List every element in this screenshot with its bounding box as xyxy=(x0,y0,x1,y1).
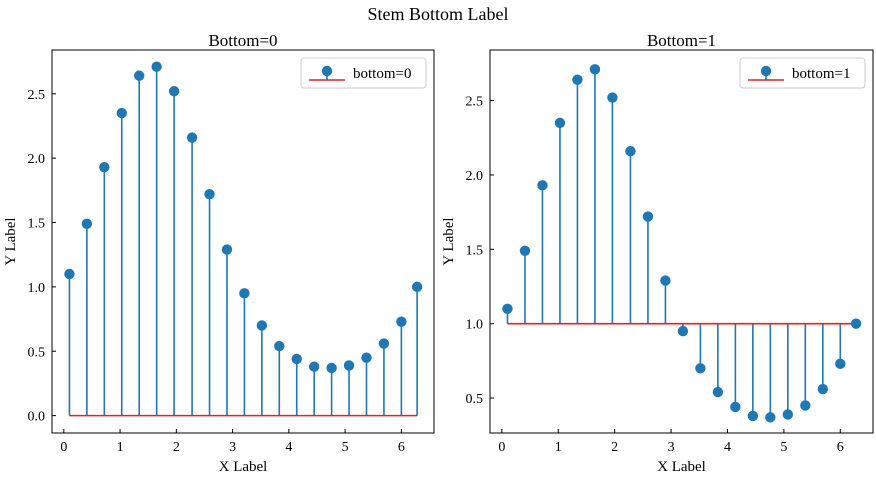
panel-2-stem-marker xyxy=(572,74,583,85)
panel-1-y-tick-label: 0.0 xyxy=(28,410,46,425)
panel-1-legend: bottom=0 xyxy=(300,57,427,89)
panel-1-stem-marker xyxy=(291,353,302,365)
panel-2-stem-marker xyxy=(660,275,671,286)
panel-1-stem-marker xyxy=(151,61,162,72)
panel-1-stem-marker xyxy=(239,288,250,299)
panel-2-stem-marker xyxy=(835,358,846,370)
panel-2-axes-frame xyxy=(489,49,874,434)
panel-1-x-tick-label: 5 xyxy=(342,440,349,455)
panel-1-stem-marker xyxy=(361,352,372,363)
panel-2-stem-marker xyxy=(625,145,636,157)
panel-2-x-tick-label: 4 xyxy=(724,440,731,455)
panel-2-stem-marker xyxy=(607,92,618,103)
panel-2-stem-marker xyxy=(800,400,811,411)
panel-1-stem-marker xyxy=(64,268,75,280)
panel-1-stem-marker xyxy=(221,244,233,255)
panel-2-stem-marker xyxy=(730,401,741,413)
panel-1-stem-marker xyxy=(308,361,320,372)
panel-2-legend: bottom=1 xyxy=(739,57,866,89)
panel-1-x-tick-label: 6 xyxy=(398,440,405,455)
panel-2-y-tick-label: 0.5 xyxy=(466,392,484,407)
panel-2-y-axis-label: Y Label xyxy=(441,217,457,265)
panel-1-stem-marker xyxy=(274,340,285,352)
panel-1-stem-marker xyxy=(326,362,337,374)
panel-1-stem-marker xyxy=(378,338,390,349)
panel-1-x-tick-label: 2 xyxy=(173,440,180,455)
panel-2-stem-marker xyxy=(554,117,566,129)
panel-2-x-tick-label: 5 xyxy=(780,440,787,455)
panel-1-legend-label: bottom=0 xyxy=(353,66,411,82)
panel-1-x-tick-label: 1 xyxy=(117,440,124,455)
panel-2-stem-marker xyxy=(747,410,759,422)
panel-2-stem-marker xyxy=(677,325,689,337)
panel-2-x-tick-label: 3 xyxy=(668,440,675,455)
panel-1-x-axis-label: X Label xyxy=(219,459,268,475)
panel-1-stem-marker xyxy=(168,85,180,97)
panel-1-y-tick-label: 2.0 xyxy=(28,152,46,167)
panel-1-x-tick-label: 3 xyxy=(229,440,236,455)
panel-1-y-tick-label: 0.5 xyxy=(28,345,46,360)
panel-2-stem-marker xyxy=(519,245,531,256)
panel-2-y-tick-label: 2.0 xyxy=(466,169,484,184)
panel-2-stem-marker xyxy=(817,383,828,395)
panel-2-y-tick-label: 1.5 xyxy=(466,243,484,258)
panel-1-x-tick-label: 0 xyxy=(60,440,67,455)
panel-2-stem-marker xyxy=(782,409,794,420)
panel-2: Bottom=1 0 1 2 3 4 5 6 0.5 1.0 1.5 2.0 2.5 X Label Y L… xyxy=(441,31,874,475)
panel-2-stem-marker xyxy=(695,363,706,374)
panel-1-stem-marker xyxy=(396,316,407,327)
panel-1-x-tick-label: 4 xyxy=(285,440,292,455)
panel-2-x-tick-label: 1 xyxy=(555,440,562,455)
panel-1-y-tick-label: 1.5 xyxy=(28,217,46,232)
panel-1-legend-marker-swatch xyxy=(321,65,333,77)
panel-1-stem-marker xyxy=(116,107,127,119)
panel-1-stem-marker xyxy=(411,281,423,293)
panel-1-stem-marker xyxy=(204,188,215,200)
panel-2-stem-marker xyxy=(765,412,776,423)
panel-1-stem-marker xyxy=(81,218,93,229)
panel-2-legend-label: bottom=1 xyxy=(792,66,850,82)
panel-1-title: Bottom=0 xyxy=(208,31,277,50)
panel-1-stem-marker xyxy=(343,360,355,371)
panel-2-legend-marker-swatch xyxy=(760,65,772,77)
panel-2-x-axis-label: X Label xyxy=(657,459,706,475)
panel-2-y-tick-label: 1.0 xyxy=(466,318,484,333)
panel-2-title: Bottom=1 xyxy=(647,31,716,50)
panel-2-stem-marker xyxy=(537,180,548,191)
panel-1-y-axis-label: Y Label xyxy=(3,217,19,265)
panel-1-stem-marker xyxy=(99,161,110,173)
panel-2-stem-marker xyxy=(642,211,654,222)
panel-2-stem-marker xyxy=(589,64,601,75)
panel-1-axes-frame xyxy=(51,49,435,434)
panel-1-stem-marker xyxy=(186,132,198,143)
panel-2-stem-marker xyxy=(712,386,724,398)
panel-1-y-tick-label: 1.0 xyxy=(28,281,46,296)
panel-2-stem-marker xyxy=(502,303,513,315)
panel-1-stem-marker xyxy=(134,70,145,81)
panel-2-x-tick-label: 6 xyxy=(837,440,844,455)
panel-2-x-tick-label: 0 xyxy=(498,440,505,455)
panel-1-y-tick-label: 2.5 xyxy=(28,88,46,103)
panel-2-stem-marker xyxy=(850,318,862,329)
figure-title: Stem Bottom Label xyxy=(367,4,509,24)
panel-1-stem-marker xyxy=(256,320,268,331)
panel-1: Bottom=0 0 1 2 3 4 5 6 0.0 0.5 1.0 1.5 2.0 2.5 X Label… xyxy=(3,31,435,475)
panel-2-x-tick-label: 2 xyxy=(611,440,618,455)
panel-2-y-tick-label: 2.5 xyxy=(466,95,484,110)
